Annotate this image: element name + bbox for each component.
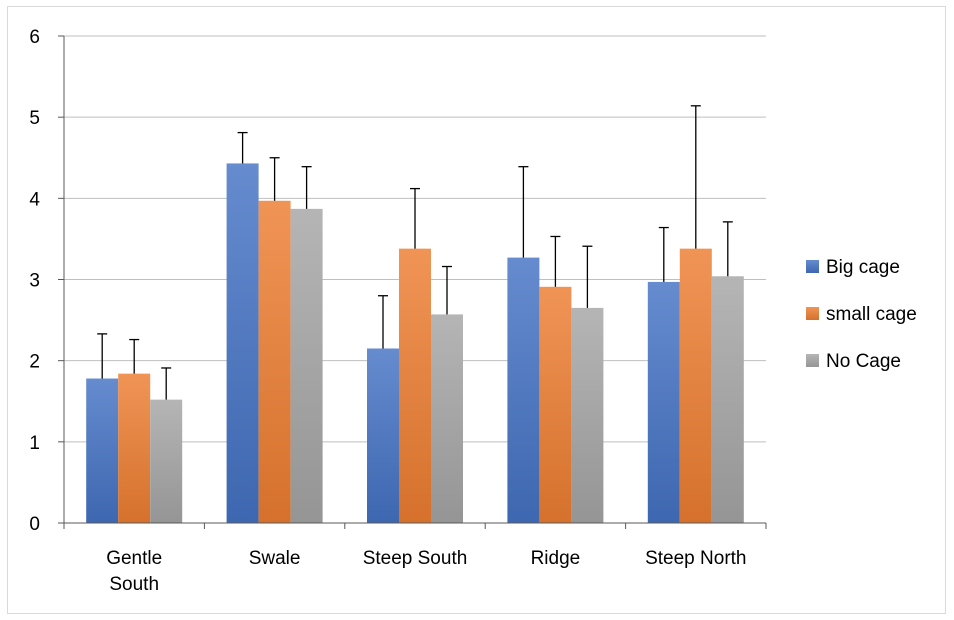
bar bbox=[290, 208, 323, 523]
bar bbox=[367, 348, 399, 523]
y-tick-label: 0 bbox=[29, 514, 40, 535]
bar bbox=[507, 257, 540, 523]
x-tick-label: Gentle South bbox=[106, 548, 162, 595]
y-tick-label: 6 bbox=[29, 27, 40, 48]
legend-swatch bbox=[806, 260, 819, 273]
x-tick-label: Steep North bbox=[645, 548, 746, 569]
bar bbox=[711, 276, 744, 523]
x-tick-label: Steep South bbox=[363, 548, 468, 569]
x-tick-label: Swale bbox=[249, 548, 301, 569]
x-tick-label: Ridge bbox=[531, 548, 581, 569]
legend-swatch bbox=[806, 307, 819, 320]
legend-swatch bbox=[806, 354, 819, 367]
bars bbox=[86, 163, 744, 524]
y-tick-label: 1 bbox=[29, 433, 40, 454]
legend: Big cage small cage No Cage bbox=[806, 257, 917, 372]
error-bars bbox=[97, 105, 733, 400]
bar bbox=[679, 248, 712, 523]
bar bbox=[150, 399, 183, 523]
legend-label: Big cage bbox=[826, 257, 900, 278]
y-tick-label: 5 bbox=[29, 108, 40, 129]
bar bbox=[571, 307, 604, 523]
bar bbox=[258, 200, 291, 524]
y-tick-label: 2 bbox=[29, 352, 40, 373]
legend-label: No Cage bbox=[826, 351, 901, 372]
bar bbox=[399, 248, 431, 523]
bar bbox=[647, 281, 680, 523]
bar bbox=[86, 378, 119, 523]
bar bbox=[539, 286, 572, 523]
y-tick-label: 4 bbox=[29, 189, 40, 210]
axes: 0 1 2 3 4 5 6 Gentle South Swale Steep South Ridge S… bbox=[29, 27, 767, 595]
legend-label: small cage bbox=[826, 304, 917, 325]
bar bbox=[431, 314, 463, 523]
bar bbox=[118, 373, 151, 523]
bar bbox=[226, 163, 259, 523]
y-tick-label: 3 bbox=[29, 271, 40, 292]
